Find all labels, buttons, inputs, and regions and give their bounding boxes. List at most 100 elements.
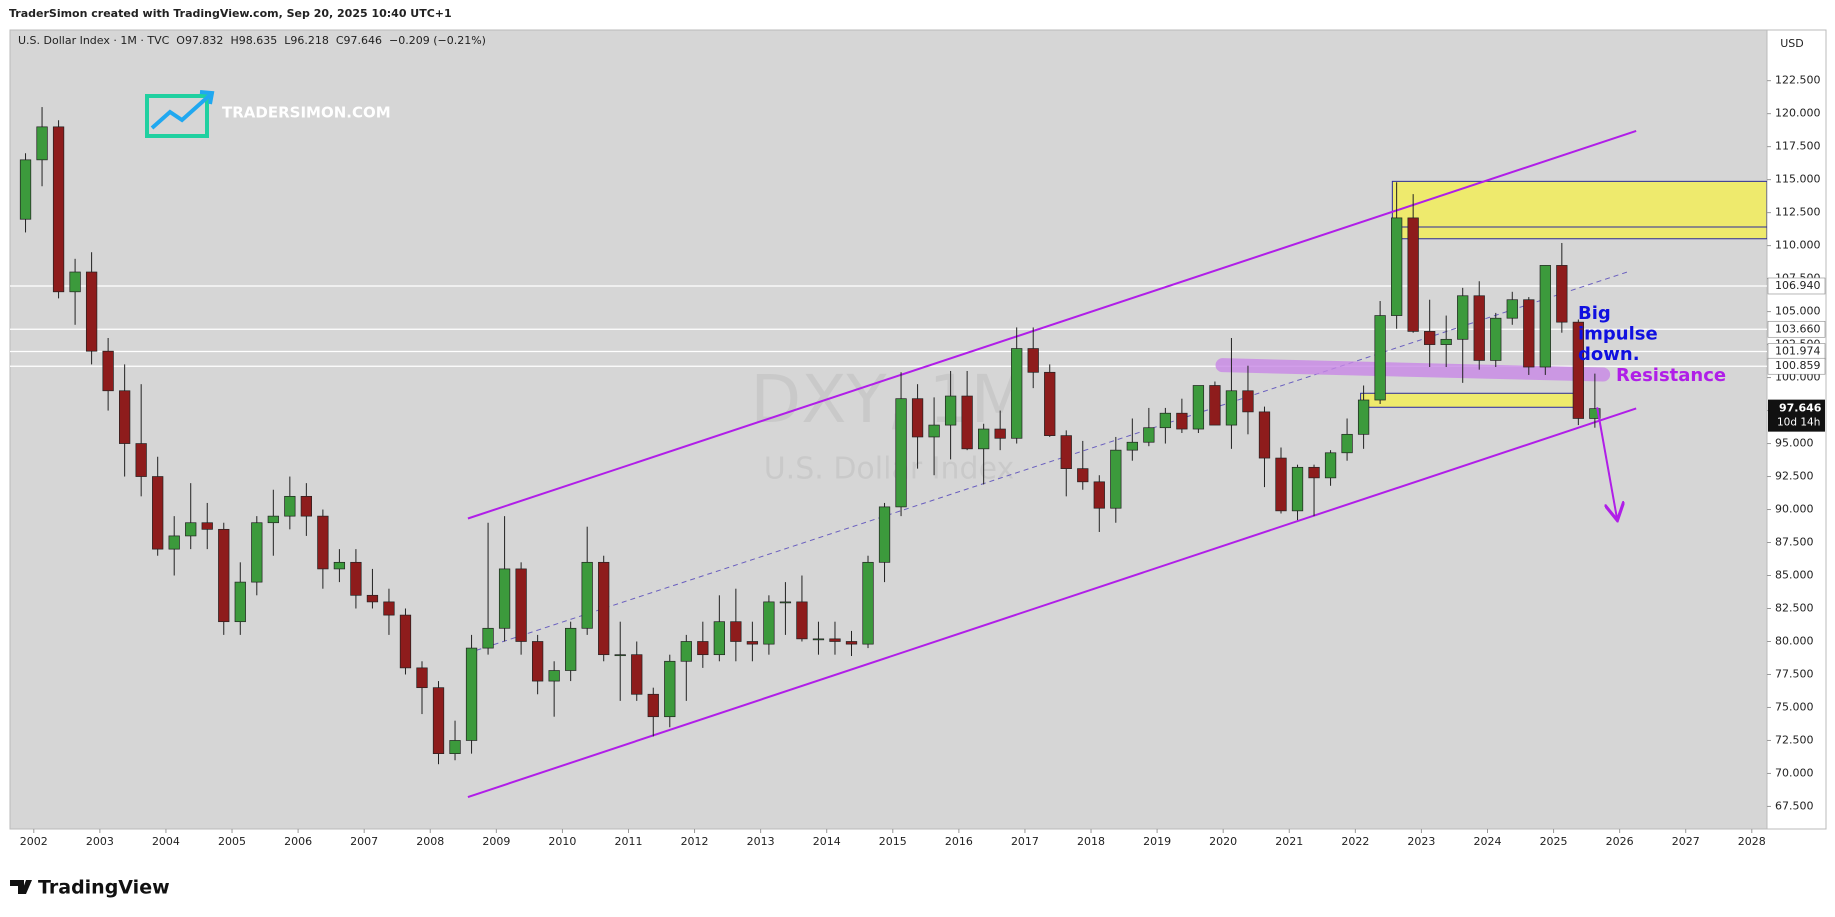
x-tick-label: 2006 <box>284 835 312 848</box>
candle-body <box>284 495 296 517</box>
candle-body <box>1242 390 1254 413</box>
candle-body <box>1159 412 1172 429</box>
candle-body <box>465 647 478 741</box>
legend-item: C97.646 <box>336 34 382 47</box>
candle-body <box>1357 399 1370 435</box>
x-tick-label: 2026 <box>1606 835 1634 848</box>
candle-body <box>234 581 246 623</box>
candle-body <box>69 271 81 293</box>
candle-body <box>300 495 312 517</box>
x-tick-label: 2002 <box>20 835 48 848</box>
candle-body <box>1374 315 1386 401</box>
candle-body <box>317 515 329 570</box>
x-tick-label: 2005 <box>218 835 246 848</box>
candle-body <box>862 561 874 645</box>
y-tick-label: 82.500 <box>1775 601 1814 614</box>
watermark: DXY, 1M <box>750 361 1027 438</box>
x-tick-label: 2016 <box>945 835 973 848</box>
candle-body <box>1225 390 1238 426</box>
y-tick-label: 115.000 <box>1775 173 1821 186</box>
candle-body <box>251 522 263 583</box>
y-tick-label: 92.500 <box>1775 470 1814 483</box>
candle-body <box>432 687 445 755</box>
annotation: Resistance <box>1616 365 1726 386</box>
x-tick-label: 2004 <box>152 835 180 848</box>
candle-body <box>697 641 709 656</box>
candle-body <box>1192 385 1205 430</box>
candle-body <box>763 601 775 645</box>
candle-body <box>135 443 147 477</box>
candle-body <box>565 627 577 671</box>
candle-body <box>664 660 676 718</box>
candle-body <box>1407 217 1419 332</box>
trendline <box>1215 358 1611 382</box>
candle-body <box>1110 449 1122 509</box>
x-tick-label: 2015 <box>879 835 907 848</box>
x-tick-label: 2010 <box>548 835 576 848</box>
level-label: 103.660 <box>1775 322 1821 335</box>
candle-body <box>911 398 924 438</box>
y-tick-label: 85.000 <box>1775 569 1814 582</box>
candle-body <box>1440 338 1452 345</box>
candle-body <box>730 621 742 642</box>
candle-body <box>1176 412 1188 430</box>
candle-body <box>779 601 792 604</box>
candle-body <box>713 621 725 656</box>
y-tick-label: 120.000 <box>1775 107 1821 120</box>
last-price-label: 97.646 <box>1779 402 1822 415</box>
candle-body <box>1506 299 1518 319</box>
candle-body <box>1126 441 1138 451</box>
y-tick-label: 110.000 <box>1775 239 1821 252</box>
candle-body <box>1589 408 1601 419</box>
countdown: 10d 14h <box>1777 417 1820 429</box>
candle-body <box>746 641 759 645</box>
candle-body <box>366 594 379 603</box>
candle-body <box>119 390 131 444</box>
plot <box>10 107 1767 799</box>
candle-body <box>515 568 527 642</box>
x-tick-label: 2018 <box>1077 835 1105 848</box>
candle-body <box>944 395 957 426</box>
logo-icon <box>145 90 215 138</box>
candle-body <box>829 638 841 642</box>
candle-body <box>152 476 164 550</box>
currency[interactable]: USD <box>1780 37 1804 50</box>
candle-body <box>350 561 362 596</box>
candle-body <box>548 670 560 682</box>
candle-body <box>1457 295 1469 340</box>
candle-body <box>1209 385 1221 426</box>
pane <box>9 29 1768 830</box>
caption: TraderSimon created with TradingView.com… <box>9 7 452 20</box>
level-label: 101.974 <box>1775 345 1821 358</box>
candle-body <box>1308 466 1320 479</box>
logo-text: TRADERSIMON.COM <box>222 104 391 122</box>
candle-body <box>1490 317 1502 361</box>
x-tick-label: 2008 <box>416 835 444 848</box>
x-tick-label: 2017 <box>1011 835 1039 848</box>
x-tick-label: 2025 <box>1540 835 1568 848</box>
candle-body <box>333 561 346 570</box>
candle-body <box>1473 295 1485 361</box>
x-tick-label: 2012 <box>681 835 709 848</box>
annotation: impulse <box>1578 324 1658 345</box>
candle-body <box>52 126 65 293</box>
candle-body <box>680 641 692 662</box>
x-tick-label: 2020 <box>1209 835 1237 848</box>
level-label-box <box>1767 277 1826 295</box>
annotation: down. <box>1578 344 1640 365</box>
candle-body <box>85 271 98 352</box>
trendline <box>467 129 1637 520</box>
arrow <box>1596 407 1617 518</box>
x-tick-label: 2007 <box>350 835 378 848</box>
candle-body <box>1077 468 1089 483</box>
legend-item: O97.832 <box>176 34 223 47</box>
trendline <box>467 271 1630 654</box>
legend-item: U.S. Dollar Index · 1M · TVC <box>18 34 170 47</box>
level-label-box <box>1767 320 1826 338</box>
last-price-box <box>1768 399 1825 432</box>
candle-body <box>399 614 412 669</box>
level-label-box <box>1767 357 1826 375</box>
candle-body <box>1027 348 1039 373</box>
